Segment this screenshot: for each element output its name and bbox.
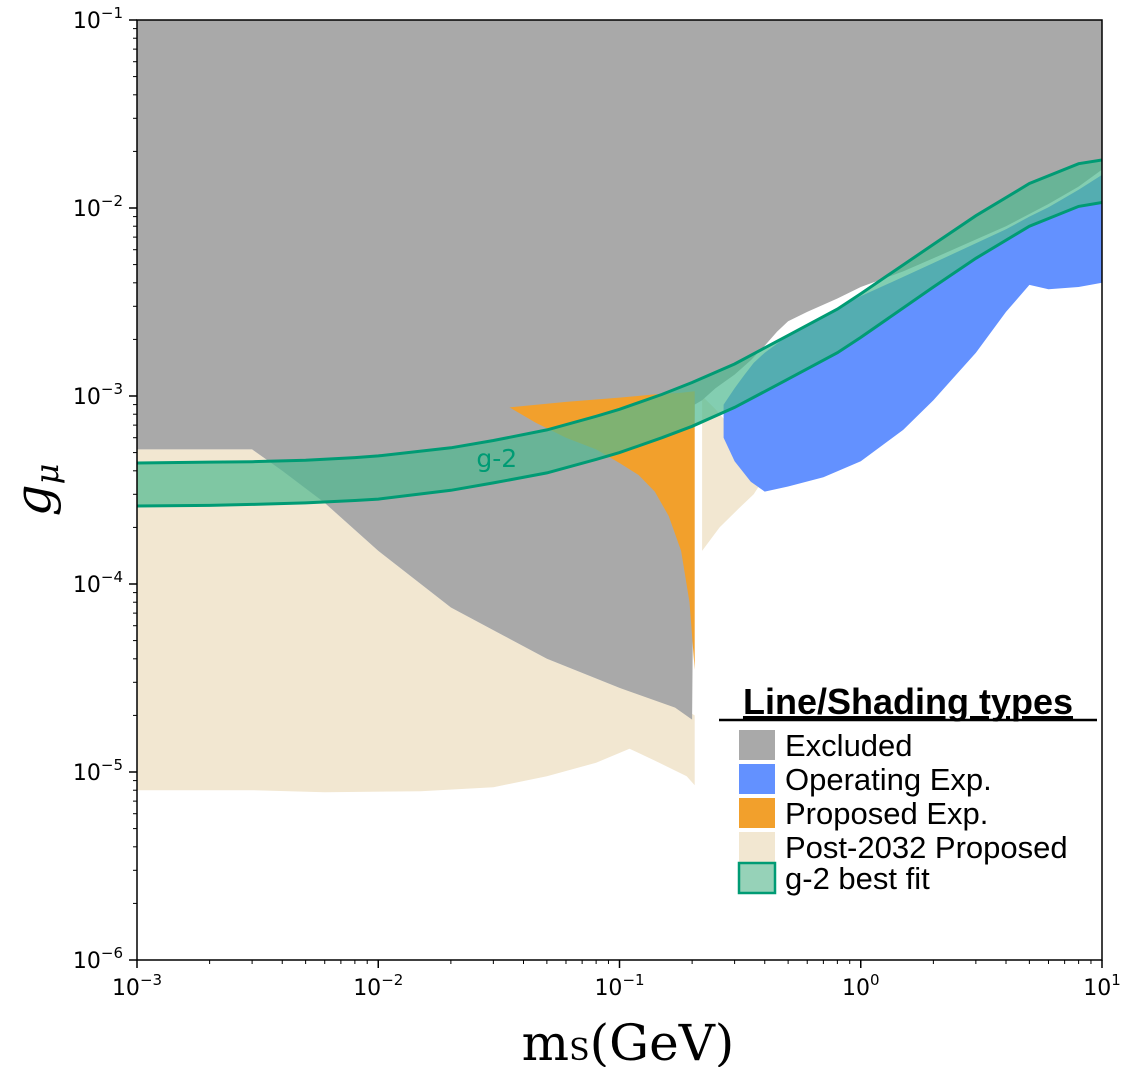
y-axis-ticks: 10−6 10−5 10−4 10−3 10−2 10−1 — [73, 4, 137, 974]
y-tick-label: 10−5 — [73, 756, 123, 786]
svg-text:gμ: gμ — [4, 464, 66, 517]
x-axis-ticks: 10−3 10−2 10−1 100 101 — [112, 960, 1121, 1001]
legend-swatch — [739, 764, 775, 794]
x-tick-label: 10−1 — [594, 971, 644, 1001]
legend-label: Post-2032 Proposed — [785, 830, 1068, 865]
annotation-label: g-2 — [476, 444, 517, 473]
g2-band-lower-line — [137, 201, 1102, 508]
x-tick-label: 10−3 — [112, 971, 162, 1001]
x-tick-label: 100 — [842, 971, 880, 1001]
x-tick-label: 101 — [1083, 971, 1121, 1001]
y-tick-label: 10−6 — [73, 944, 123, 974]
legend-label: Excluded — [785, 728, 913, 763]
legend-label: Operating Exp. — [785, 762, 992, 797]
legend-label: g-2 best fit — [785, 861, 930, 896]
g2-band-fill — [137, 160, 1102, 506]
legend-swatch — [739, 730, 775, 760]
region-postproposed-0 — [137, 449, 695, 793]
x-axis-label-main: m — [522, 1014, 569, 1067]
x-axis-label-unit: (GeV) — [590, 1014, 735, 1067]
legend-swatch — [737, 861, 777, 895]
legend-title: Line/Shading types — [743, 681, 1073, 722]
x-axis-label-sub: S — [569, 1033, 590, 1067]
g2-band-layer — [137, 158, 1102, 508]
g2-band-upper-line — [137, 158, 1102, 465]
region-proposed-0 — [509, 391, 695, 670]
legend-label: Proposed Exp. — [785, 796, 988, 831]
y-tick-label: 10−4 — [73, 568, 123, 598]
y-tick-label: 10−1 — [73, 4, 123, 34]
y-axis-label-sub: μ — [28, 464, 66, 485]
x-tick-label: 10−2 — [353, 971, 403, 1001]
region-excluded-0 — [137, 20, 1102, 720]
y-axis-label-main: g — [4, 484, 62, 516]
y-tick-label: 10−2 — [73, 192, 123, 222]
y-axis-label: gμ — [4, 464, 66, 517]
legend-swatch — [739, 832, 775, 862]
x-axis-label: mS(GeV) — [522, 1014, 735, 1067]
legend-swatch — [739, 798, 775, 828]
y-tick-label: 10−3 — [73, 380, 123, 410]
annotations: g-2 — [476, 444, 517, 473]
region-postproposed-1 — [702, 396, 765, 551]
shaded-regions — [137, 20, 1102, 793]
region-operating-0 — [723, 174, 1102, 492]
